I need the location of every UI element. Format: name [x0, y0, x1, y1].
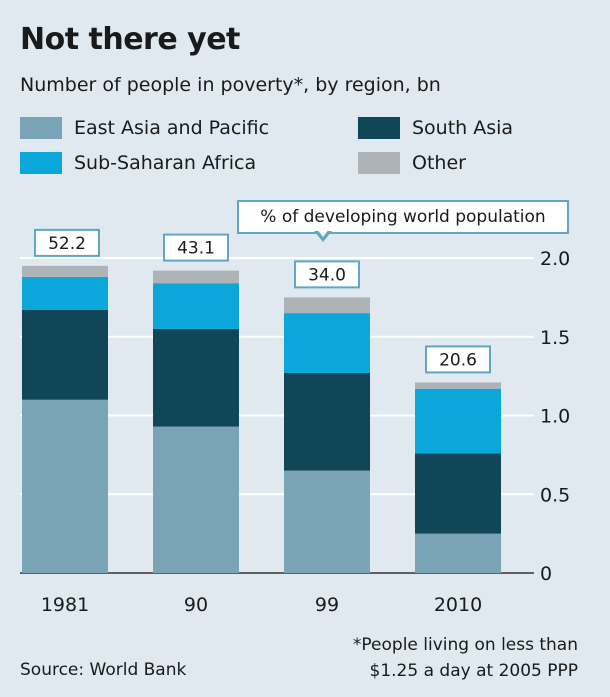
bar-segment-sub-saharan-africa [22, 276, 108, 310]
bar-segment-east-asia-and-pacific [284, 470, 370, 573]
bar-segment-other [415, 382, 501, 389]
y-tick-label: 1.0 [540, 406, 570, 428]
y-tick-label: 0 [540, 563, 552, 585]
legend-swatch-east-asia [20, 117, 62, 139]
footnote-line-2: $1.25 a day at 2005 PPP [369, 661, 578, 681]
legend-swatch-other [358, 152, 400, 174]
bar-segment-sub-saharan-africa [415, 388, 501, 454]
y-tick-label: 0.5 [540, 484, 570, 506]
percent-label-box [34, 228, 100, 257]
bar-segment-other [22, 265, 108, 277]
footnote: *People living on less than $1.25 a day … [353, 632, 578, 684]
bar-segment-east-asia-and-pacific [415, 533, 501, 573]
bar-segment-south-asia [415, 453, 501, 534]
chart-title: Not there yet [20, 22, 240, 57]
y-tick-label: 1.5 [540, 327, 570, 349]
legend-item-other: Other [358, 149, 466, 177]
percent-label-box [294, 260, 360, 289]
percent-callout-pointer [314, 229, 332, 242]
bar-segment-sub-saharan-africa [153, 283, 239, 329]
bar-segment-other [284, 297, 370, 314]
percent-label-box [163, 233, 229, 262]
source-note: Source: World Bank [20, 660, 187, 680]
percent-label: 34.0 [308, 265, 346, 285]
bar-segment-east-asia-and-pacific [22, 399, 108, 573]
percent-label: 52.2 [48, 234, 86, 254]
legend-swatch-south-asia [358, 117, 400, 139]
legend-label-east-asia: East Asia and Pacific [74, 117, 270, 139]
bar-segment-sub-saharan-africa [284, 313, 370, 373]
percent-label: 20.6 [439, 350, 477, 370]
footnote-line-1: *People living on less than [352, 635, 578, 655]
chart-subtitle: Number of people in poverty*, by region,… [20, 74, 441, 96]
legend-label-south-asia: South Asia [412, 117, 514, 139]
legend-item-south-asia: South Asia [358, 114, 513, 142]
x-tick-label: 99 [315, 594, 339, 616]
legend-swatch-sub-saharan [20, 152, 62, 174]
y-tick-label: 2.0 [540, 248, 570, 270]
bar-segment-south-asia [153, 328, 239, 427]
percent-callout: % of developing world population [237, 200, 569, 234]
x-tick-label: 1981 [41, 594, 89, 616]
legend-label-sub-saharan: Sub-Saharan Africa [74, 152, 257, 174]
x-tick-label: 2010 [434, 594, 482, 616]
legend-item-east-asia: East Asia and Pacific [20, 114, 269, 142]
legend-item-sub-saharan: Sub-Saharan Africa [20, 149, 256, 177]
percent-label-box [425, 345, 491, 374]
x-tick-label: 90 [184, 594, 208, 616]
bar-segment-other [153, 270, 239, 284]
legend-label-other: Other [412, 152, 466, 174]
bar-segment-east-asia-and-pacific [153, 426, 239, 573]
bar-segment-south-asia [22, 309, 108, 400]
percent-label: 43.1 [177, 239, 215, 259]
bar-segment-south-asia [284, 372, 370, 471]
